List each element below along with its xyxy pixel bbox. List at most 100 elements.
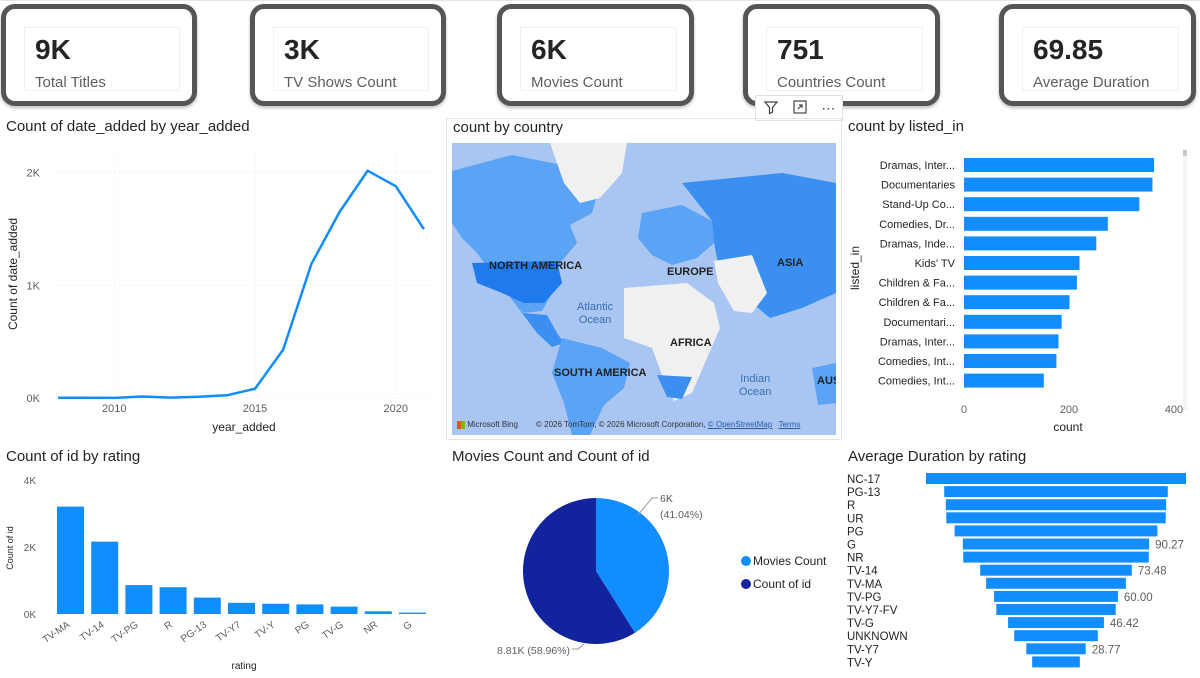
category-label: Dramas, Inter... [880, 160, 955, 172]
continent-label: ASIA [777, 257, 804, 269]
kpi-label: Countries Count [777, 74, 886, 91]
middle-east-land [714, 255, 767, 313]
australia-land [812, 363, 836, 405]
bar [399, 612, 426, 614]
x-tick-label: 2015 [243, 403, 267, 415]
world-map[interactable]: NORTH AMERICA EUROPE ASIA AFRICA SOUTH A… [452, 143, 836, 435]
funnel-bar [1026, 643, 1086, 655]
bar [91, 541, 119, 614]
data-label: 46.42 [1110, 618, 1139, 630]
north-america-land [452, 155, 602, 313]
pie-slice [596, 498, 669, 633]
kpi-value: 6K [531, 34, 567, 65]
bar [364, 611, 392, 614]
y-axis-title: listed_in [848, 246, 862, 290]
data-label: 90.27 [1155, 540, 1184, 552]
bar [964, 256, 1080, 270]
funnel-bar [1014, 630, 1098, 642]
x-axis-title: rating [231, 661, 256, 672]
kpi-card-body: 3K TV Shows Count [273, 27, 429, 91]
kpi-label: Average Duration [1033, 74, 1150, 91]
data-label: 60.00 [1124, 592, 1153, 604]
listed-in-bar-visual[interactable]: count by listed_in Dramas, Inter... Docum… [842, 118, 1200, 440]
category-label: Documentaries [881, 180, 955, 192]
terms-link[interactable]: Terms [778, 420, 801, 429]
funnel-bar [926, 473, 1186, 484]
rating-column-visual[interactable]: Count of id by rating 0K 2K 4K TV-MA TV-14 TV… [0, 448, 444, 678]
kpi-label: Movies Count [531, 74, 623, 91]
y-axis-title: Count of id [5, 526, 15, 570]
filter-icon[interactable] [763, 99, 779, 118]
bar [964, 334, 1059, 349]
x-tick-label: PG-13 [179, 619, 209, 645]
osm-link[interactable]: © OpenStreetMap [707, 420, 773, 429]
more-options-icon[interactable]: ⋯ [821, 99, 836, 116]
kpi-value: 751 [777, 34, 824, 65]
bar [330, 606, 358, 614]
rating-chart-svg: 0K 2K 4K TV-MA TV-14 TV-PG R PG-13 TV-Y7 TV-Y PG TV… [5, 476, 426, 672]
category-label: Children & Fa... [879, 278, 955, 290]
funnel-bar [963, 551, 1149, 563]
bar [57, 506, 84, 614]
pie-chart-visual[interactable]: Movies Count and Count of id 6K (41.04%) 8… [446, 448, 842, 678]
visual-header-toolbar: ⋯ [755, 95, 843, 121]
kpi-card-average-duration[interactable]: 69.85 Average Duration [999, 4, 1196, 106]
category-label: R [847, 500, 855, 512]
funnel-bar [986, 577, 1126, 589]
bar [125, 585, 153, 614]
x-tick-label: TV-PG [110, 619, 141, 645]
kpi-card-movies[interactable]: 6K Movies Count [497, 4, 694, 106]
series-line [58, 169, 425, 400]
ocean-label: Indian Ocean [739, 373, 771, 399]
chart-title: Movies Count and Count of id [452, 448, 650, 465]
category-label: G [847, 540, 856, 552]
bar [964, 373, 1044, 388]
attribution-text: © 2026 TomTom, © 2026 Microsoft Corporat… [536, 420, 706, 429]
chart-title: Count of id by rating [6, 448, 141, 465]
greenland-land [550, 143, 627, 203]
line-chart-visual[interactable]: Count of date_added by year_added 0K 1K 2K… [0, 118, 444, 440]
bing-logo: Microsoft Bing [457, 420, 518, 429]
x-tick-label: 400 [1165, 404, 1183, 416]
category-label: PG [847, 526, 864, 538]
category-label: UR [847, 513, 864, 525]
y-tick-label: 4K [24, 476, 37, 487]
funnel-bar [954, 525, 1158, 537]
ocean-label-line: Ocean [739, 386, 772, 398]
category-label: Dramas, Inde... [880, 238, 955, 250]
kpi-card-body: 69.85 Average Duration [1022, 27, 1179, 91]
kpi-card-tv-shows[interactable]: 3K TV Shows Count [250, 4, 446, 106]
map-visual[interactable]: count by country [446, 118, 842, 440]
funnel-bar [994, 590, 1118, 602]
ocean-label: Atlantic Ocean [577, 301, 613, 327]
bar [228, 602, 255, 614]
funnel-bar [944, 486, 1168, 498]
africa-land [624, 283, 720, 401]
category-label: TV-PG [847, 592, 882, 604]
kpi-card-total-titles[interactable]: 9K Total Titles [1, 4, 197, 106]
category-label: Comedies, Int... [878, 376, 955, 388]
category-label: Comedies, Dr... [879, 219, 955, 231]
focus-mode-icon[interactable] [792, 99, 808, 118]
continent-label: EUROPE [667, 266, 714, 278]
y-tick-label: 2K [27, 168, 41, 180]
duration-funnel-visual[interactable]: Average Duration by rating NC-17 PG-13 R UR… [842, 448, 1200, 678]
chart-title: Average Duration by rating [848, 448, 1027, 465]
y-tick-label: 0K [27, 393, 41, 405]
funnel-bar [946, 512, 1166, 524]
category-label: TV-Y7 [847, 644, 879, 656]
bar [964, 197, 1140, 212]
legend-label: Movies Count [753, 554, 827, 568]
x-tick-label: TV-14 [78, 619, 107, 644]
chart-title: Count of date_added by year_added [6, 118, 250, 135]
y-tick-label: 2K [24, 543, 37, 554]
legend-label: Count of id [753, 577, 811, 591]
data-label: 8.81K (58.96%) [497, 645, 570, 657]
bar [964, 177, 1153, 192]
kpi-card-countries[interactable]: 751 Countries Count [743, 4, 940, 106]
category-label: TV-MA [847, 579, 882, 591]
pie-chart-svg: 6K (41.04%) 8.81K (58.96%) Movies Count Coun… [497, 493, 827, 657]
category-label: UNKNOWN [847, 631, 908, 643]
ocean-label-line: Atlantic [577, 301, 614, 313]
